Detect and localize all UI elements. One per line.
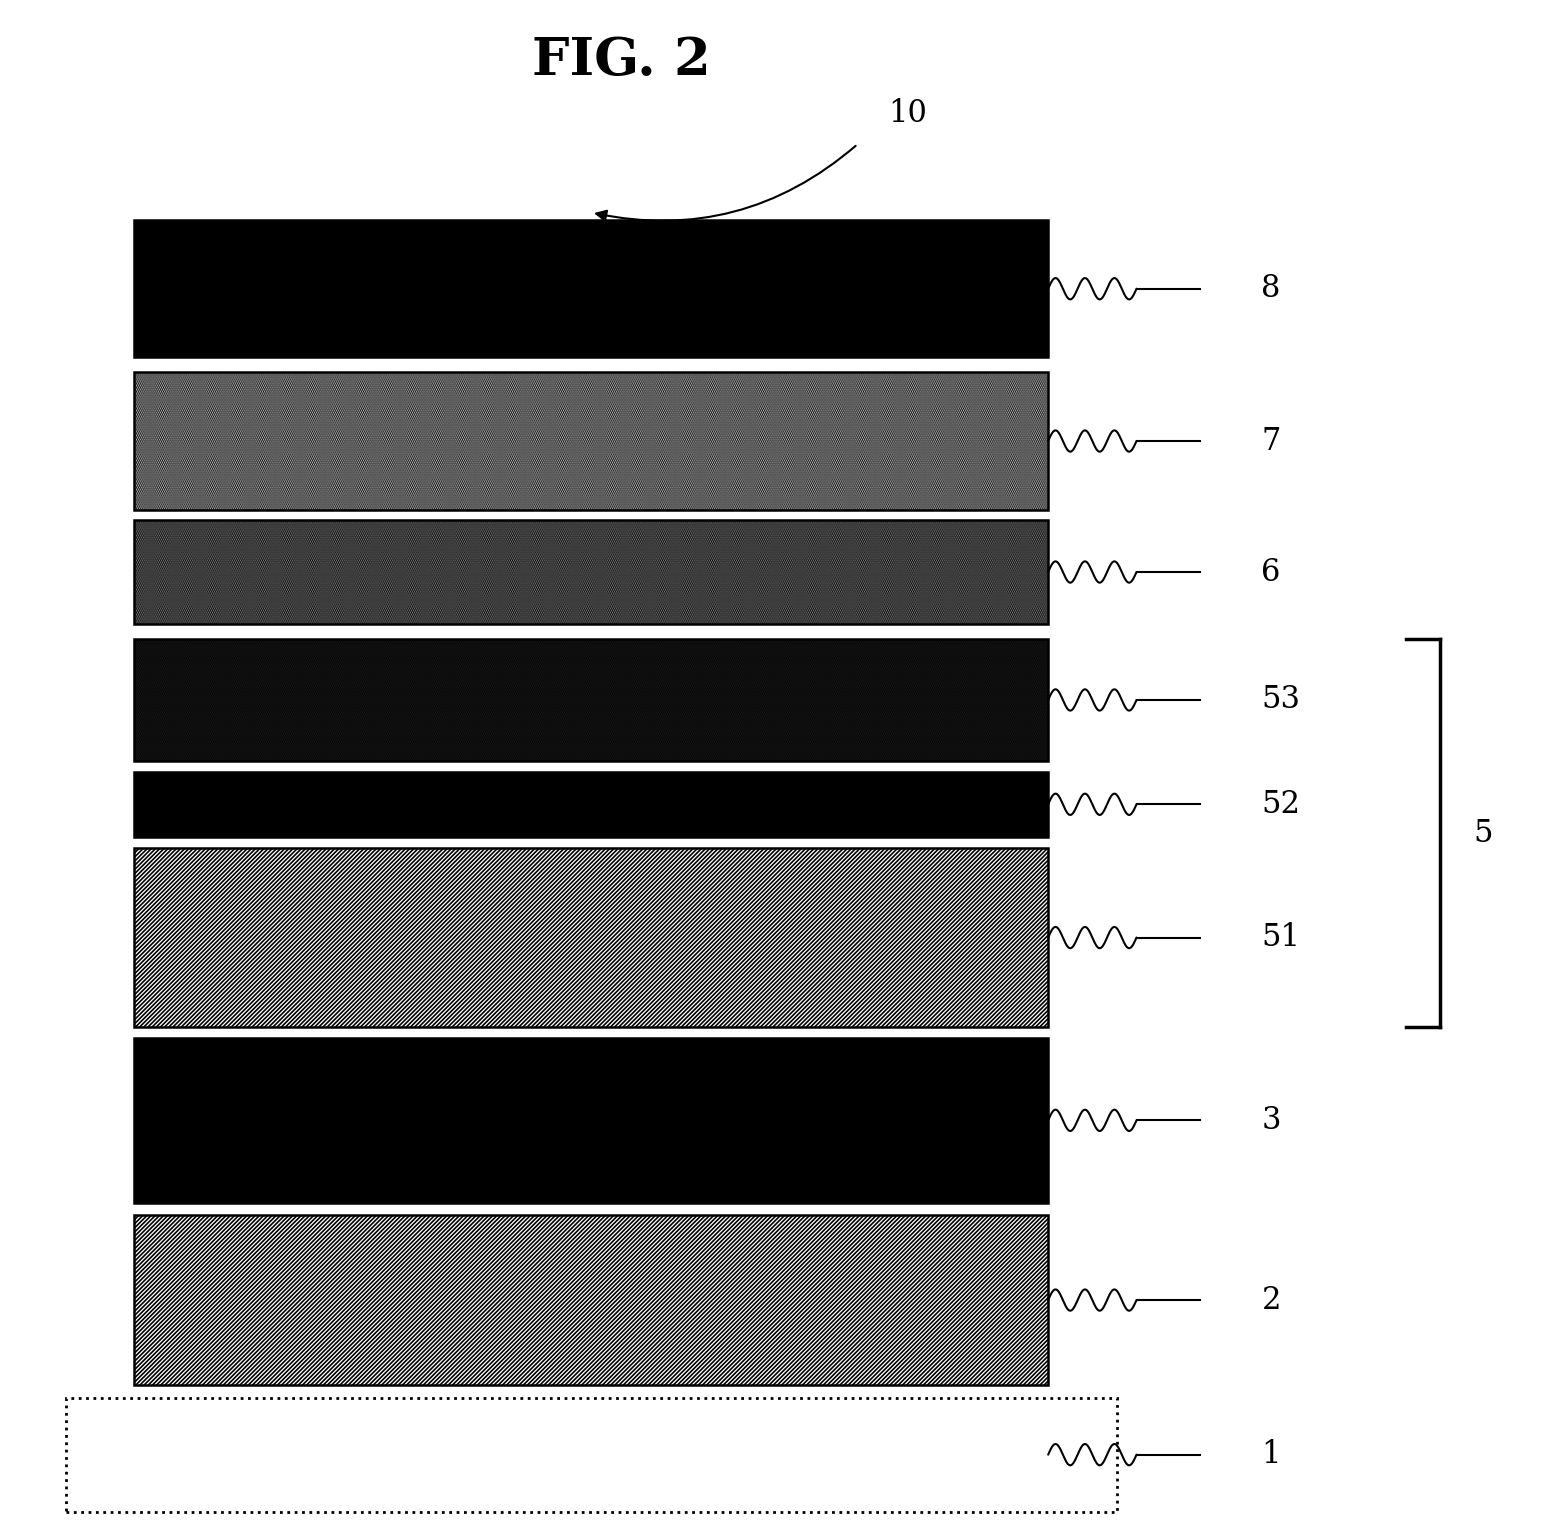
Text: FIG. 2: FIG. 2 <box>533 35 711 86</box>
Text: 6: 6 <box>1262 556 1280 587</box>
Bar <box>65 1397 1116 1512</box>
Text: 5: 5 <box>1474 818 1492 848</box>
Text: 8: 8 <box>1262 274 1280 304</box>
Text: 52: 52 <box>1262 788 1300 819</box>
Text: 7: 7 <box>1262 426 1280 456</box>
Bar <box>135 772 1048 838</box>
Text: 51: 51 <box>1262 922 1300 953</box>
Bar <box>135 848 1048 1027</box>
Bar <box>135 1214 1048 1385</box>
Text: 1: 1 <box>1262 1439 1280 1471</box>
Bar <box>135 639 1048 761</box>
Bar <box>135 1037 1048 1202</box>
Text: 53: 53 <box>1262 684 1300 715</box>
Text: 10: 10 <box>889 98 927 129</box>
Bar <box>135 220 1048 357</box>
Bar <box>135 372 1048 510</box>
Text: 3: 3 <box>1262 1105 1280 1136</box>
Bar <box>135 520 1048 624</box>
Text: 2: 2 <box>1262 1285 1280 1316</box>
